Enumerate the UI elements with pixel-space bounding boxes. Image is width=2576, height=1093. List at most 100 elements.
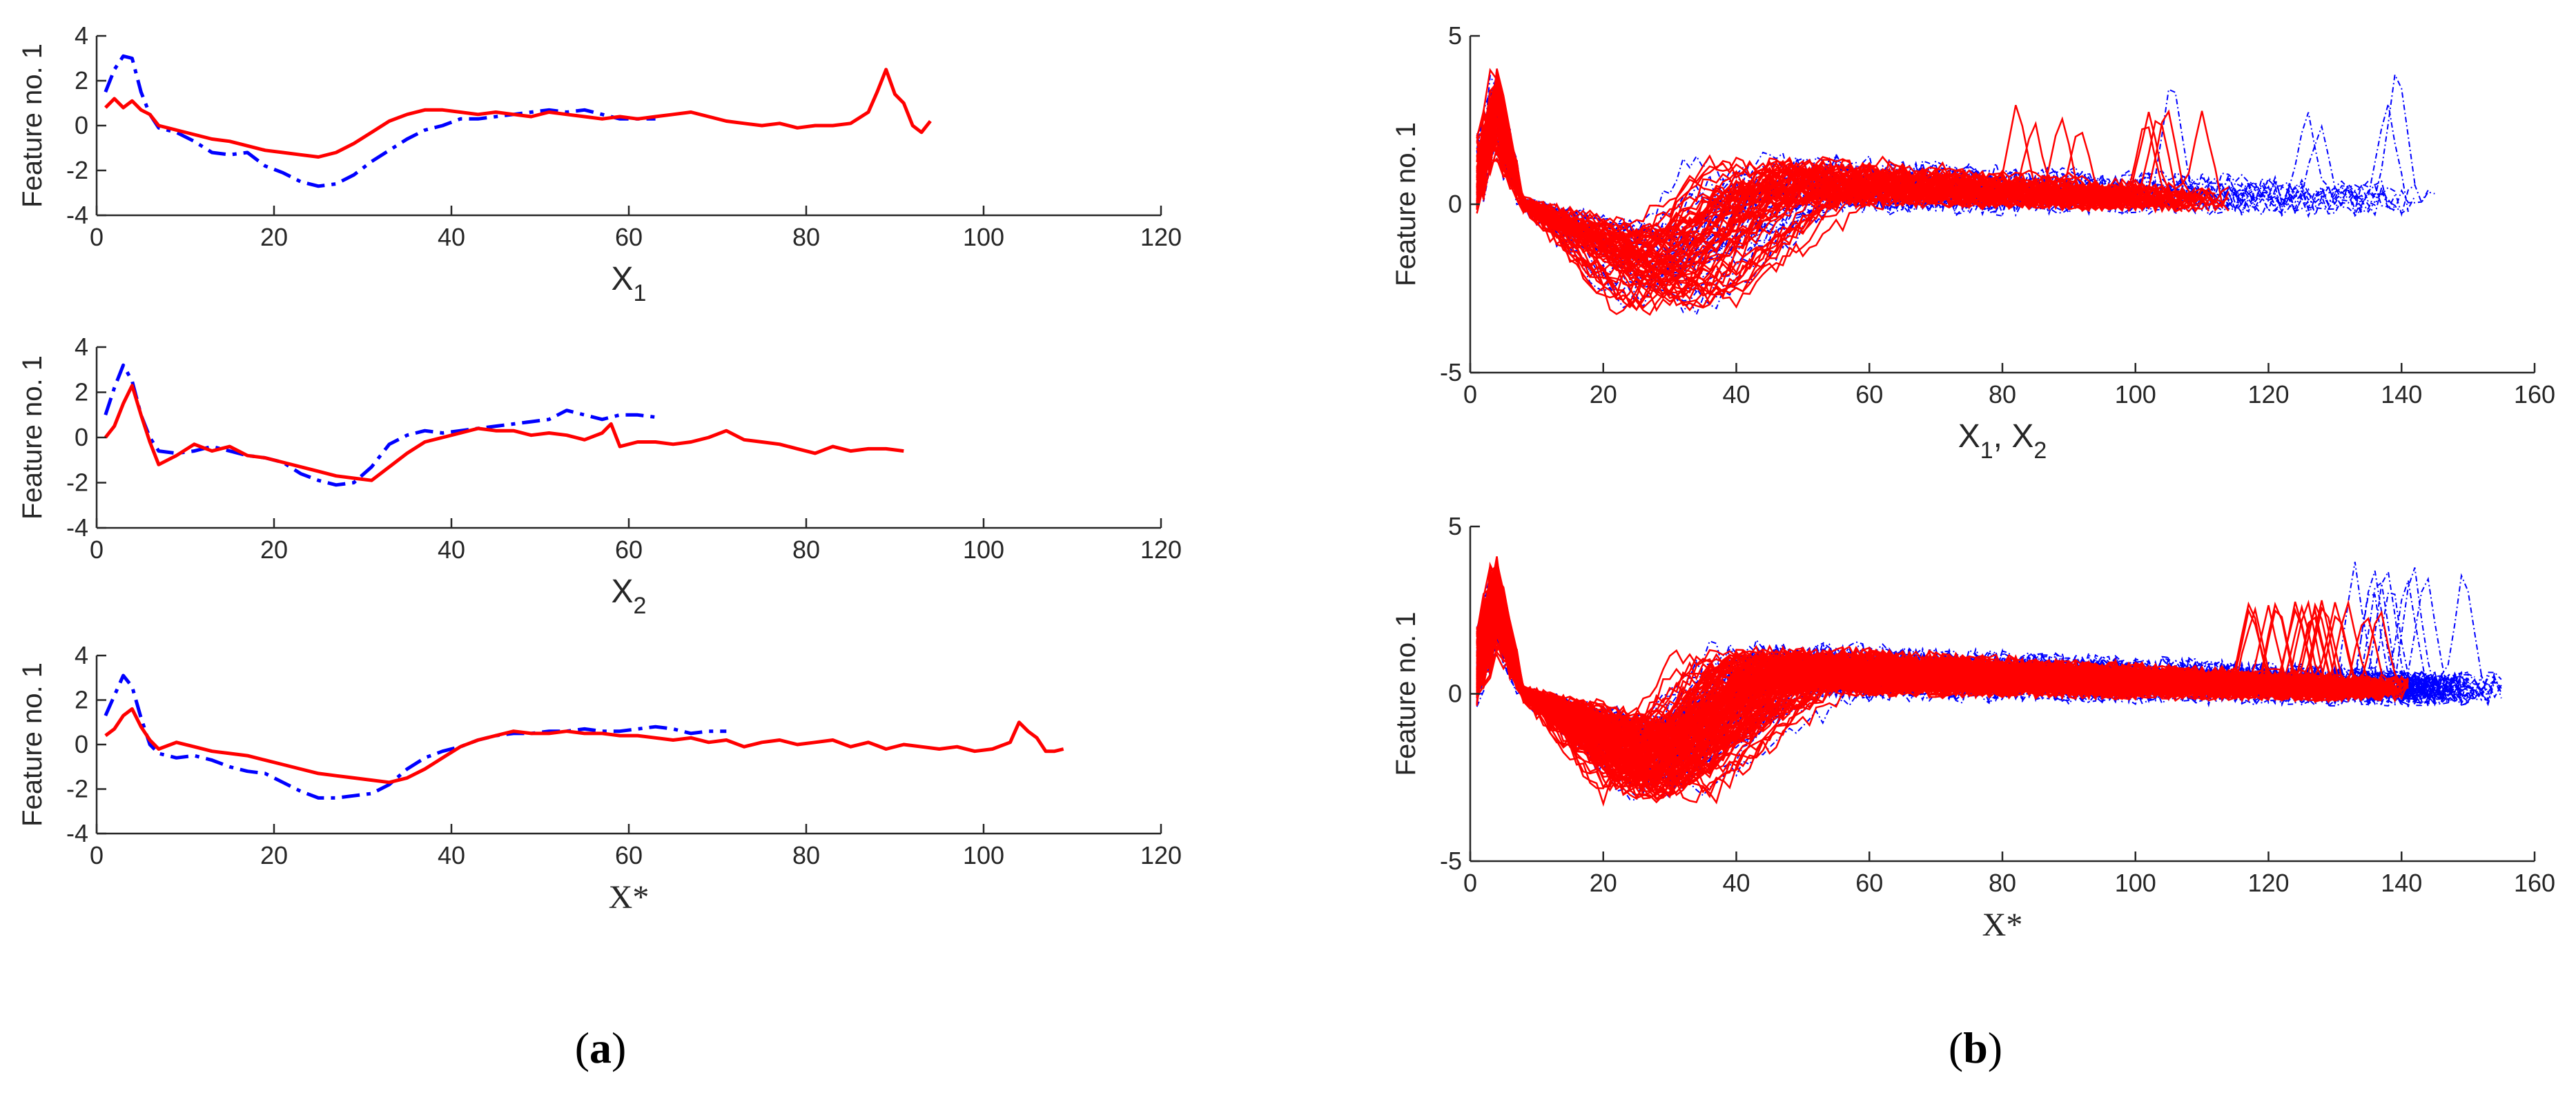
- x-tick-label: 60: [615, 223, 643, 251]
- x-tick-label: 40: [438, 535, 465, 564]
- y-axis-label: Feature no. 1: [1391, 122, 1421, 286]
- y-tick-label: -2: [66, 469, 88, 497]
- y-tick-label: 5: [1448, 512, 1462, 540]
- y-tick-label: -4: [66, 201, 88, 229]
- y-tick-label: -2: [66, 775, 88, 803]
- y-tick-label: -5: [1440, 847, 1462, 875]
- ensemble-line-blue: [1476, 122, 2396, 255]
- x-tick-label: 0: [1463, 380, 1477, 408]
- y-tick-label: -5: [1440, 358, 1462, 386]
- y-tick-label: 0: [1448, 190, 1462, 218]
- y-axis-label: Feature no. 1: [17, 355, 48, 520]
- y-tick-label: 2: [75, 378, 88, 406]
- ensemble-line-blue: [1476, 89, 2429, 286]
- plot-area: [1476, 556, 2502, 807]
- plot-area: [1476, 68, 2435, 317]
- x-tick-label: 40: [1722, 380, 1750, 408]
- x-axis-label: X*: [1982, 907, 2023, 943]
- x-axis-label: X2: [612, 573, 647, 619]
- x-tick-label: 120: [1140, 535, 1182, 564]
- ensemble-line-red: [1476, 567, 2389, 730]
- y-axis-label: Feature no. 1: [1391, 612, 1421, 776]
- x-axis-label-sub: 2: [634, 593, 647, 619]
- subplot-a1: 0 20 40 60 80 100 120 -4 -2 0 2 4 Feature no. 1 X1: [17, 21, 1182, 306]
- y-tick-label: 4: [75, 333, 88, 361]
- x-axis-label-main: X: [1958, 418, 1980, 455]
- x-tick-label: 20: [1590, 869, 1617, 897]
- x-tick-label: 40: [438, 223, 465, 251]
- y-tick-label: 2: [75, 686, 88, 714]
- x-tick-label: 100: [963, 841, 1004, 869]
- x-axis-label: X1, X2: [1958, 418, 2047, 464]
- x-tick-label: 60: [1855, 869, 1883, 897]
- x-tick-label: 80: [792, 223, 820, 251]
- panel-label-b: (b): [1949, 1023, 2002, 1072]
- ensemble-line-red: [1476, 567, 2329, 736]
- y-axis-label: Feature no. 1: [17, 662, 48, 827]
- ensemble-line-red: [1476, 601, 2383, 782]
- x-tick-label: 140: [2381, 869, 2422, 897]
- subplot-a3: 0 20 40 60 80 100 120 -4 -2 0 2 4 Feature no. 1 X*: [17, 641, 1182, 916]
- x-tick-label: 120: [1140, 841, 1182, 869]
- x-tick-label: 80: [1989, 869, 2016, 897]
- x-tick-label: 40: [1722, 869, 1750, 897]
- ensemble-line-red: [1476, 608, 2389, 750]
- x-tick-label: 0: [90, 535, 104, 564]
- ensemble-line-red: [1476, 78, 2129, 253]
- series-blue-dashdot: [104, 363, 656, 487]
- y-tick-label: 0: [75, 730, 88, 758]
- x-tick-label: 80: [792, 535, 820, 564]
- series-blue-dashdot: [104, 54, 656, 188]
- y-tick-label: 4: [75, 641, 88, 669]
- series-red-solid: [104, 68, 932, 159]
- x-tick-label: 0: [90, 841, 104, 869]
- x-axis-label-main: X: [612, 261, 634, 297]
- y-tick-label: 0: [75, 111, 88, 139]
- x-tick-label: 60: [615, 841, 643, 869]
- x-axis-label-main: X*: [609, 879, 650, 916]
- y-tick-label: -4: [66, 819, 88, 847]
- x-tick-label: 60: [615, 535, 643, 564]
- plot-area: [104, 363, 904, 487]
- series-red-solid: [104, 384, 904, 482]
- x-axis-label: X*: [609, 879, 650, 916]
- ensemble-line-red: [1476, 109, 2149, 248]
- x-tick-label: 80: [792, 841, 820, 869]
- x-axis-label-sub: 1: [634, 280, 647, 306]
- series-blue-dashdot: [104, 673, 727, 800]
- x-tick-label: 40: [438, 841, 465, 869]
- x-axis-label-sep: , X: [1993, 418, 2034, 455]
- ensemble-line-red: [1476, 79, 2129, 309]
- series-red-solid: [104, 707, 1064, 785]
- x-tick-label: 140: [2381, 380, 2422, 408]
- x-tick-label: 100: [2115, 869, 2156, 897]
- x-tick-label: 160: [2514, 380, 2555, 408]
- y-tick-label: -4: [66, 513, 88, 542]
- y-tick-label: 5: [1448, 21, 1462, 50]
- y-tick-label: 0: [75, 423, 88, 451]
- x-tick-label: 160: [2514, 869, 2555, 897]
- x-tick-label: 120: [2247, 869, 2289, 897]
- x-tick-label: 20: [260, 841, 288, 869]
- y-axis-label: Feature no. 1: [17, 43, 48, 208]
- panel-label-a: (a): [575, 1023, 627, 1072]
- y-tick-label: 2: [75, 66, 88, 95]
- x-tick-label: 20: [1590, 380, 1617, 408]
- x-tick-label: 0: [90, 223, 104, 251]
- x-axis-label-sub: 1: [1980, 437, 1993, 464]
- x-tick-label: 20: [260, 223, 288, 251]
- y-tick-label: -2: [66, 156, 88, 184]
- x-axis-label: X1: [612, 261, 647, 306]
- x-axis-label-sub2: 2: [2033, 437, 2047, 464]
- ensemble-line-red: [1476, 157, 2196, 286]
- y-tick-label: 0: [1448, 680, 1462, 708]
- x-axis-label-main: X*: [1982, 907, 2023, 943]
- ensemble-line-blue: [1476, 582, 2422, 798]
- x-axis-label-main: X: [612, 573, 634, 610]
- x-tick-label: 80: [1989, 380, 2016, 408]
- x-tick-label: 100: [2115, 380, 2156, 408]
